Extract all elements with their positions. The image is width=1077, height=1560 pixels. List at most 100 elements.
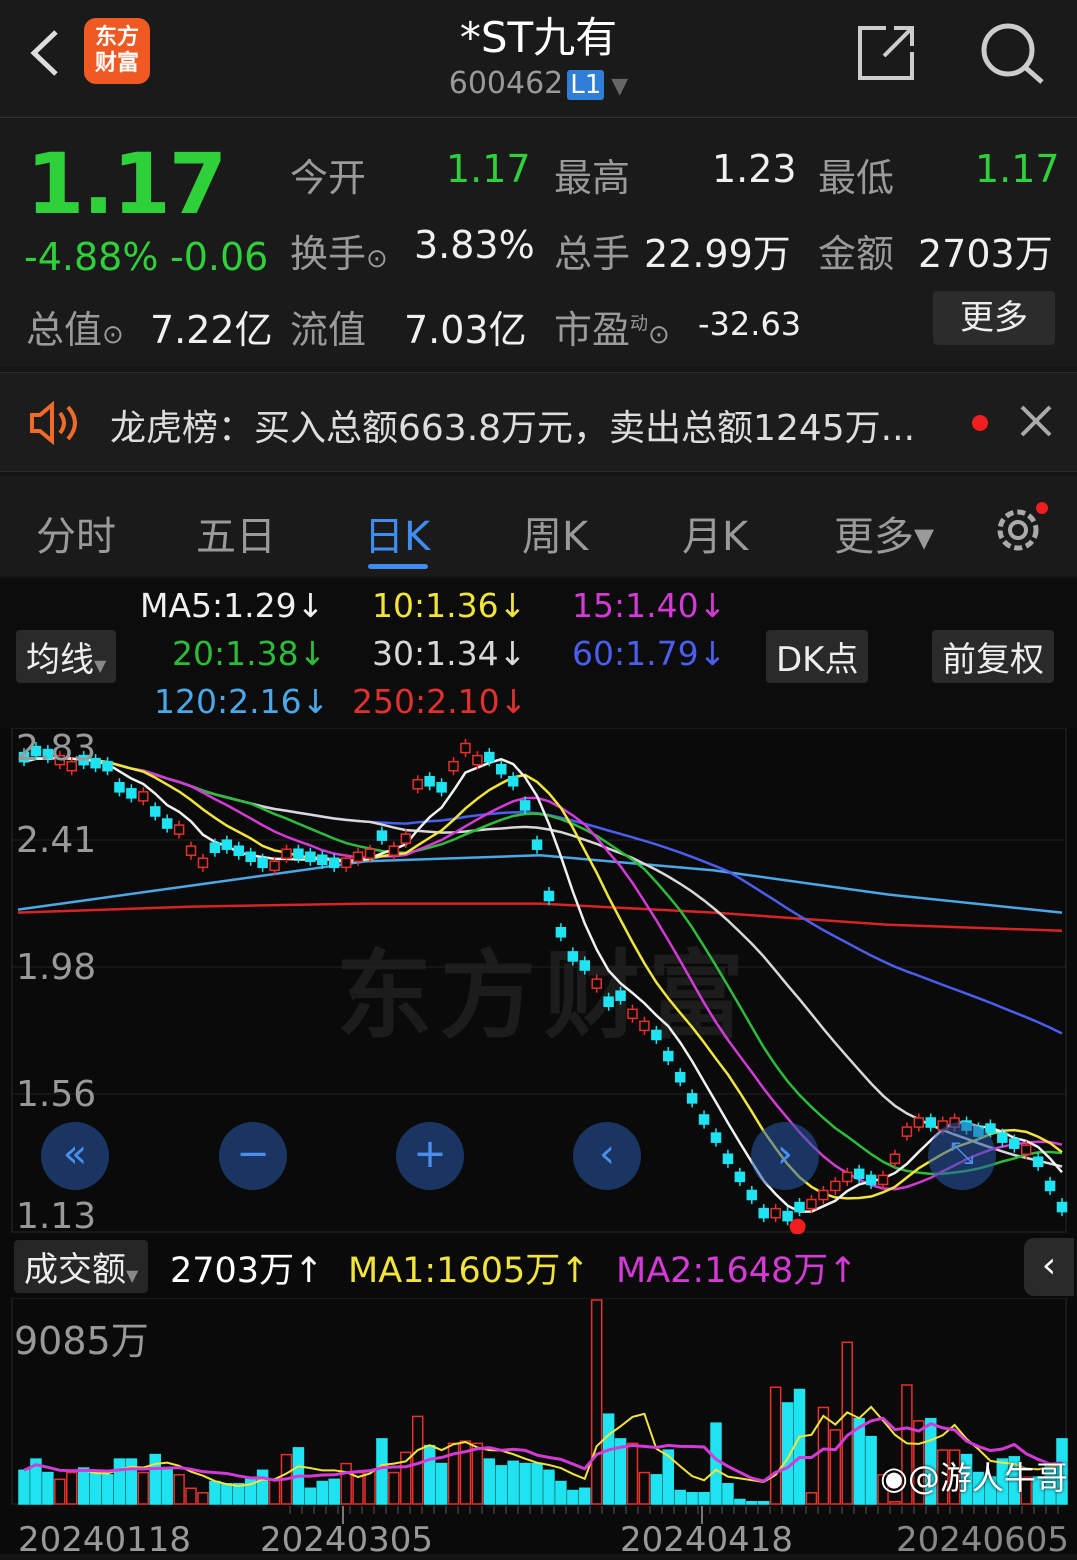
volume-bar-up bbox=[948, 1449, 961, 1505]
volume-bar-down bbox=[304, 1487, 317, 1505]
volume-bar-down bbox=[507, 1460, 519, 1505]
collapse-panel-button[interactable]: ‹ bbox=[1024, 1238, 1074, 1296]
volume-bar-up bbox=[829, 1429, 842, 1505]
price-tick: 1.98 bbox=[16, 947, 97, 988]
candle-up bbox=[901, 1126, 913, 1137]
candle-down bbox=[90, 757, 101, 769]
volume-bar-up bbox=[889, 1501, 901, 1505]
volume-bar-down bbox=[495, 1465, 507, 1505]
tab-intraday[interactable]: 分时 bbox=[36, 514, 116, 560]
pe-label[interactable]: 市盈动⊙ bbox=[554, 299, 670, 354]
candle-up bbox=[66, 760, 77, 772]
candle-up bbox=[841, 1171, 853, 1183]
volume-axis-max: 9085万 bbox=[14, 1319, 149, 1363]
float-value: 7.03亿 bbox=[404, 308, 527, 352]
tab-more[interactable]: 更多▾ bbox=[834, 514, 935, 560]
forward-adjust-button[interactable]: 前复权 bbox=[932, 630, 1054, 683]
volume-bar-down bbox=[435, 1462, 448, 1505]
volume-bar-down bbox=[531, 1462, 543, 1505]
volume-bar-down bbox=[793, 1388, 806, 1505]
back-chevron-icon[interactable] bbox=[26, 28, 62, 78]
volume-bar-down bbox=[30, 1458, 42, 1505]
volume-bar-down bbox=[423, 1444, 436, 1505]
banner-text: 龙虎榜：买入总额663.8万元，卖出总额1245万... bbox=[110, 408, 916, 449]
volume-ma1: MA1:1605万↑ bbox=[348, 1251, 590, 1291]
ma20-value: 20:1.38↓ bbox=[172, 634, 327, 673]
candle-down bbox=[245, 851, 256, 863]
more-button[interactable]: 更多 bbox=[933, 291, 1055, 345]
zoom-out-button[interactable]: − bbox=[219, 1122, 287, 1190]
candle-down bbox=[495, 763, 507, 775]
volume-indicator-selector[interactable]: 成交额▼ bbox=[14, 1240, 149, 1293]
header: 东方 财富 *ST九有 600462 L1 ▼ bbox=[0, 0, 1077, 118]
mktcap-label[interactable]: 总值⊙ bbox=[26, 299, 124, 354]
tab-weekly-k[interactable]: 周K bbox=[522, 514, 589, 560]
pe-label-text: 市盈 bbox=[554, 308, 631, 352]
date-tick: 20240605 bbox=[896, 1520, 1070, 1560]
close-icon[interactable] bbox=[1020, 405, 1052, 437]
volume-bar-up bbox=[877, 1474, 889, 1505]
candle-down bbox=[1009, 1138, 1020, 1149]
dragon-tiger-banner[interactable]: 龙虎榜：买入总额663.8万元，卖出总额1245万... bbox=[0, 372, 1077, 472]
volume-bar-down bbox=[555, 1480, 567, 1505]
price-tick: 1.56 bbox=[16, 1074, 97, 1115]
volume-bar-down bbox=[960, 1453, 973, 1505]
candle-up bbox=[281, 848, 292, 860]
candle-up bbox=[591, 978, 602, 989]
tab-daily-k[interactable]: 日K bbox=[364, 514, 431, 560]
ma15-value: 15:1.40↓ bbox=[572, 586, 727, 625]
candle-up bbox=[412, 779, 423, 790]
info-icon[interactable]: ⊙ bbox=[648, 320, 670, 350]
info-icon[interactable]: ⊙ bbox=[366, 244, 388, 274]
info-icon[interactable]: ⊙ bbox=[102, 320, 124, 350]
volume-ma2: MA2:1648万↑ bbox=[616, 1251, 858, 1291]
gear-icon[interactable] bbox=[990, 502, 1050, 556]
ma-selector-label: 均线 bbox=[26, 640, 94, 680]
dk-point-button[interactable]: DK点 bbox=[766, 630, 869, 683]
quote-panel: 1.17 -4.88% -0.06 今开 1.17 最高 1.23 最低 1.1… bbox=[0, 119, 1077, 367]
open-value: 1.17 bbox=[446, 147, 531, 191]
candle-down bbox=[722, 1153, 734, 1165]
volume-bar-down bbox=[734, 1498, 746, 1505]
candle-up bbox=[197, 857, 209, 869]
volume-bar-down bbox=[256, 1469, 269, 1505]
volume-bar-up bbox=[805, 1492, 818, 1505]
zoom-in-button[interactable]: + bbox=[396, 1122, 464, 1190]
volume-bar-down bbox=[221, 1483, 233, 1505]
turnover-label-text: 换手 bbox=[290, 232, 367, 276]
candle-up bbox=[138, 791, 149, 802]
tab-monthly-k[interactable]: 月K bbox=[682, 514, 749, 560]
candle-down bbox=[126, 788, 137, 799]
fullscreen-button[interactable]: ⤡ bbox=[928, 1122, 996, 1190]
candlestick-chart[interactable]: 东方财富 2.83 2.41 1.98 1.56 1.13 « − + ‹ › … bbox=[0, 728, 1077, 1237]
volume-chart[interactable]: 9085万 20240118 20240305 20240418 2024060… bbox=[0, 1298, 1077, 1560]
price-tick: 2.83 bbox=[16, 728, 97, 769]
ma60-value: 60:1.79↓ bbox=[572, 634, 727, 673]
share-icon[interactable] bbox=[856, 22, 918, 82]
candle-down bbox=[794, 1201, 805, 1213]
stock-code[interactable]: 600462 L1 ▼ bbox=[0, 66, 1077, 101]
volume-bar-up bbox=[268, 1478, 281, 1505]
volume-bar-down bbox=[567, 1489, 579, 1505]
search-icon[interactable] bbox=[978, 20, 1048, 86]
scroll-left-fast-button[interactable]: « bbox=[41, 1122, 109, 1190]
watermark: 东方财富 bbox=[336, 940, 752, 1052]
period-tabs: 分时 五日 日K 周K 月K 更多▾ bbox=[0, 476, 1077, 576]
volume-value: 22.99万 bbox=[644, 232, 791, 276]
candle-down bbox=[30, 745, 42, 757]
volume-bar-up bbox=[173, 1474, 185, 1505]
last-price: 1.17 bbox=[26, 135, 227, 233]
volume-bar-down bbox=[316, 1480, 329, 1505]
candle-down bbox=[149, 806, 161, 817]
volume-label: 总手 bbox=[554, 232, 631, 276]
scroll-left-button[interactable]: ‹ bbox=[573, 1122, 641, 1190]
candle-up bbox=[472, 754, 483, 766]
volume-bar-down bbox=[233, 1483, 245, 1505]
tab-five-day[interactable]: 五日 bbox=[196, 514, 276, 560]
candle-down bbox=[543, 890, 555, 902]
volume-bar-down bbox=[1032, 1476, 1044, 1505]
turnover-label[interactable]: 换手⊙ bbox=[290, 223, 388, 278]
ma-selector[interactable]: 均线▼ bbox=[16, 630, 117, 683]
volume-bar-up bbox=[137, 1471, 150, 1505]
scroll-right-button[interactable]: › bbox=[751, 1122, 819, 1190]
